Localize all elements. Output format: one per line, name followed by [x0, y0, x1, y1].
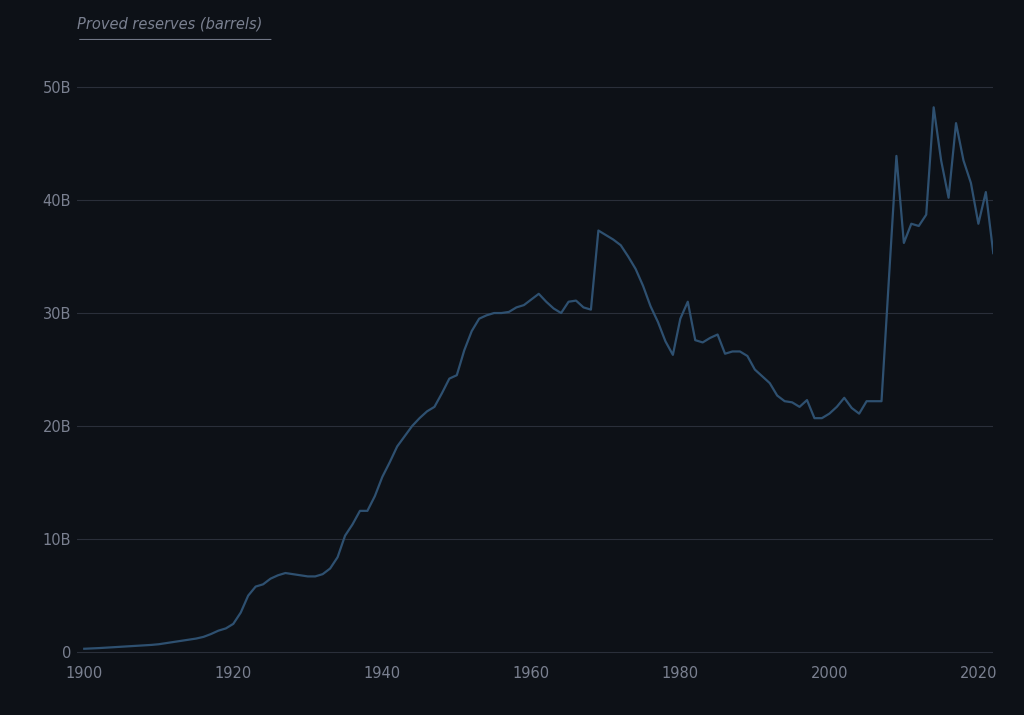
Text: Proved reserves (barrels): Proved reserves (barrels)	[77, 16, 262, 31]
